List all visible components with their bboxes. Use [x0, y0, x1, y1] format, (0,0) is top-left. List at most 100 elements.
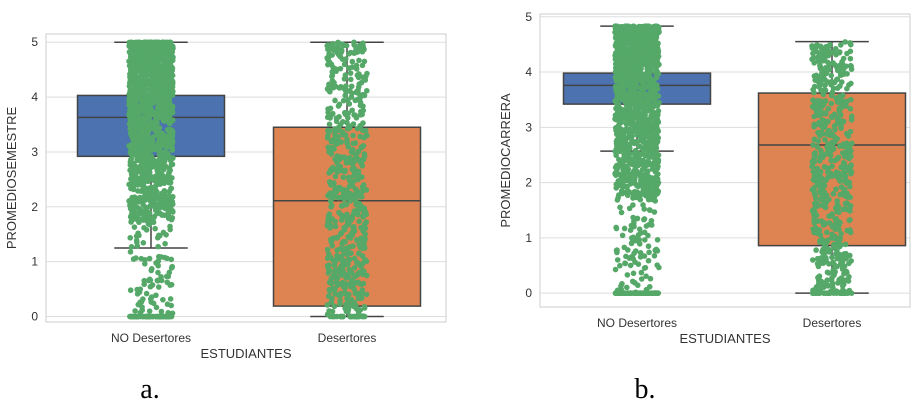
strip-point — [814, 182, 820, 188]
strip-point — [157, 78, 164, 85]
strip-point — [823, 177, 829, 184]
strip-point — [638, 50, 644, 56]
strip-point — [625, 34, 632, 41]
strip-point — [630, 234, 637, 241]
strip-point — [652, 190, 658, 197]
strip-point — [619, 96, 625, 103]
strip-point — [633, 76, 640, 83]
strip-point — [340, 188, 347, 194]
strip-point — [324, 42, 331, 49]
strip-point — [621, 225, 628, 232]
strip-point — [613, 131, 620, 137]
strip-point — [353, 208, 359, 214]
strip-point — [134, 39, 141, 46]
strip-point — [824, 169, 831, 175]
strip-point — [156, 124, 163, 131]
strip-point — [325, 270, 332, 276]
strip-point — [839, 283, 846, 289]
x-tick-label: NO Desertores — [597, 316, 677, 330]
strip-point — [138, 49, 145, 55]
strip-point — [329, 69, 336, 75]
strip-point — [149, 282, 156, 288]
strip-point — [824, 118, 831, 125]
strip-point — [845, 133, 852, 139]
strip-point — [126, 62, 133, 69]
strip-point — [653, 246, 660, 253]
strip-point — [648, 47, 655, 54]
strip-point — [168, 256, 175, 263]
strip-point — [346, 291, 352, 298]
strip-point — [634, 139, 640, 145]
strip-point — [150, 45, 156, 51]
strip-no-desertores — [126, 39, 176, 320]
strip-point — [145, 277, 152, 284]
strip-point — [613, 77, 620, 84]
strip-point — [126, 181, 132, 188]
strip-point — [150, 111, 157, 118]
strip-point — [641, 237, 648, 243]
y-tick-label: 1 — [31, 255, 38, 269]
strip-point — [653, 52, 659, 59]
strip-point — [625, 188, 632, 195]
strip-point — [324, 311, 331, 318]
strip-point — [357, 193, 363, 200]
strip-point — [641, 265, 648, 271]
strip-point — [149, 125, 156, 132]
strip-point — [828, 157, 834, 164]
strip-point — [618, 87, 624, 94]
strip-point — [812, 200, 818, 207]
strip-point — [619, 190, 626, 197]
strip-point — [809, 207, 816, 214]
strip-point — [624, 25, 631, 32]
strip-point — [635, 115, 641, 122]
strip-point — [328, 182, 334, 188]
strip-point — [133, 169, 140, 175]
strip-point — [169, 147, 176, 153]
strip-point — [635, 161, 642, 168]
strip-point — [656, 264, 662, 271]
strip-point — [614, 257, 621, 263]
strip-point — [346, 244, 353, 250]
strip-point — [358, 290, 365, 297]
strip-point — [166, 165, 173, 172]
strip-point — [636, 128, 642, 135]
strip-point — [614, 93, 621, 100]
strip-point — [348, 94, 355, 100]
strip-point — [829, 212, 835, 219]
strip-point — [349, 58, 356, 65]
strip-point — [811, 158, 818, 165]
strip-point — [332, 97, 338, 104]
strip-point — [629, 239, 636, 245]
strip-point — [128, 102, 135, 109]
strip-point — [332, 126, 338, 132]
strip-point — [843, 140, 850, 146]
y-tick-label: 3 — [31, 145, 38, 159]
strip-point — [356, 158, 363, 164]
strip-point — [167, 60, 173, 66]
strip-point — [621, 244, 628, 251]
strip-point — [155, 243, 161, 250]
strip-point — [153, 87, 160, 94]
strip-point — [127, 234, 134, 241]
strip-point — [142, 261, 148, 267]
strip-point — [827, 290, 833, 296]
strip-point — [838, 125, 844, 131]
strip-point — [324, 222, 331, 229]
strip-point — [166, 179, 173, 186]
strip-point — [814, 165, 821, 172]
strip-point — [647, 207, 653, 214]
strip-point — [645, 243, 652, 250]
strip-point — [822, 200, 828, 206]
strip-point — [346, 183, 353, 190]
strip-point — [625, 166, 632, 172]
strip-point — [128, 81, 134, 88]
strip-point — [145, 149, 152, 155]
strip-point — [653, 69, 659, 75]
strip-point — [634, 37, 641, 44]
strip-point — [153, 304, 160, 311]
strip-point — [147, 58, 154, 65]
strip-point — [347, 76, 354, 83]
strip-point — [130, 54, 137, 61]
strip-point — [355, 96, 361, 102]
panel-caption: a. — [140, 374, 159, 405]
